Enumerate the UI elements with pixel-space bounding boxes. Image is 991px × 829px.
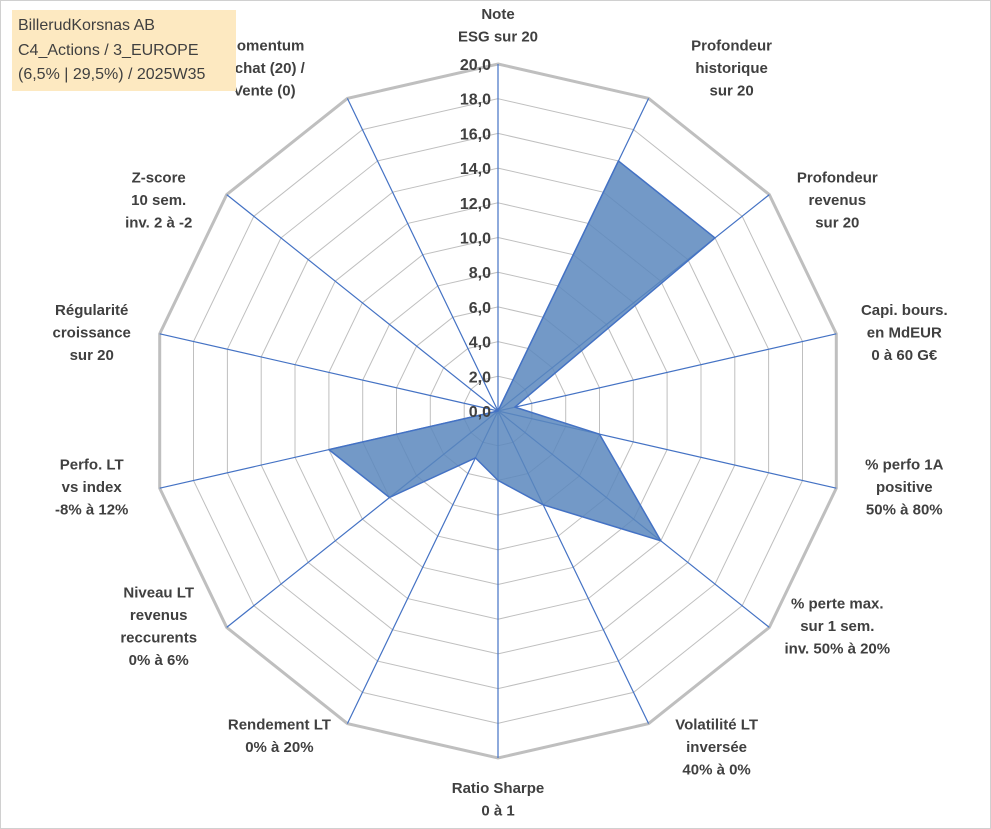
tick-label: 2,0	[469, 369, 491, 386]
tick-label: 16,0	[460, 126, 491, 143]
axis-label-line: en MdEUR	[867, 325, 942, 342]
axis-label-line: 0% à 20%	[245, 739, 313, 756]
tick-label: 18,0	[460, 92, 491, 109]
spoke-line	[346, 98, 499, 412]
axis-label-line: 0 à 60 G€	[871, 347, 938, 364]
axis-label: Ratio Sharpe 0 à 1	[452, 780, 545, 820]
axis-label-line: ESG sur 20	[458, 29, 538, 46]
axis-label: Régularité croissance sur 20	[53, 302, 131, 364]
axis-label-line: inv. 50% à 20%	[784, 641, 890, 658]
axis-label: Capi. bours. en MdEUR 0 à 60 G€	[861, 302, 948, 364]
spoke-line	[497, 333, 837, 412]
axis-label-line: vs index	[62, 479, 123, 496]
axis-label-line: Ratio Sharpe	[452, 780, 545, 797]
axis-label-line: 0 à 1	[481, 803, 514, 820]
axis-label-line: revenus	[130, 607, 188, 624]
tick-label: 20,0	[460, 57, 491, 74]
tick-label: 0,0	[469, 404, 491, 421]
axis-label-line: sur 1 sem.	[800, 618, 874, 635]
radar-tick-labels: 0,0 2,0 4,0 6,0 8,0 10,0 12,0 14,0 16,0 18,0 20,0	[460, 57, 491, 421]
axis-label-line: sur 20	[70, 347, 114, 364]
series-area	[328, 160, 716, 542]
axis-label: Perfo. LT vs index -8% à 12%	[55, 457, 128, 519]
axis-label-line: Z-score	[132, 170, 186, 187]
axis-label-line: Profondeur	[691, 38, 772, 55]
axis-label-line: croissance	[53, 325, 131, 342]
axis-label-line: % perfo 1A	[865, 457, 944, 474]
axis-label: % perte max. sur 1 sem. inv. 50% à 20%	[784, 596, 890, 658]
axis-label-line: reccurents	[120, 629, 197, 646]
axis-label-line: 50% à 80%	[866, 502, 943, 519]
axis-label-line: 10 sem.	[131, 192, 186, 209]
axis-label-line: 40% à 0%	[682, 762, 750, 779]
axis-label: Note ESG sur 20	[458, 6, 538, 46]
axis-label-line: sur 20	[815, 215, 859, 232]
tick-label: 12,0	[460, 196, 491, 213]
spoke-line	[226, 194, 499, 412]
axis-label-line: Niveau LT	[123, 584, 194, 601]
axis-label-line: Achat (20) /	[224, 60, 306, 77]
axis-label-line: historique	[695, 60, 768, 77]
axis-label-line: Profondeur	[797, 170, 878, 187]
axis-label: Rendement LT 0% à 20%	[228, 717, 331, 757]
radar-axis-labels: Note ESG sur 20 Profondeur historique sur 20…	[53, 6, 948, 820]
axis-label-line: sur 20	[709, 83, 753, 100]
axis-label-line: Perfo. LT	[60, 457, 124, 474]
axis-label-line: Capi. bours.	[861, 302, 948, 319]
axis-label-line: positive	[876, 479, 933, 496]
info-box: BillerudKorsnas AB C4_Actions / 3_EUROPE…	[12, 10, 236, 91]
tick-label: 14,0	[460, 161, 491, 178]
axis-label-line: inversée	[686, 739, 747, 756]
axis-label: Profondeur historique sur 20	[691, 38, 772, 100]
axis-label: % perfo 1A positive 50% à 80%	[865, 457, 944, 519]
spoke-line	[159, 333, 499, 412]
axis-label-line: Régularité	[55, 302, 128, 319]
tick-label: 10,0	[460, 231, 491, 248]
axis-label-line: % perte max.	[791, 596, 884, 613]
axis-label: Volatilité LT inversée 40% à 0%	[675, 717, 758, 779]
axis-label-line: Volatilité LT	[675, 717, 758, 734]
axis-label: Niveau LT revenus reccurents 0% à 6%	[120, 584, 197, 669]
info-company-name: BillerudKorsnas AB	[18, 17, 155, 34]
axis-label: Z-score 10 sem. inv. 2 à -2	[125, 170, 192, 232]
axis-label-line: revenus	[809, 192, 867, 209]
axis-label-line: Vente (0)	[233, 83, 296, 100]
radar-series	[328, 160, 716, 542]
tick-label: 4,0	[469, 335, 491, 352]
axis-label-line: Note	[481, 6, 514, 23]
info-stats-week: (6,5% | 29,5%) / 2025W35	[18, 66, 206, 83]
tick-label: 6,0	[469, 300, 491, 317]
axis-label-line: 0% à 6%	[129, 652, 189, 669]
axis-label: Momentum Achat (20) / Vente (0)	[224, 38, 306, 100]
spoke-line	[346, 410, 499, 724]
axis-label-line: inv. 2 à -2	[125, 215, 192, 232]
info-category: C4_Actions / 3_EUROPE	[18, 41, 199, 59]
axis-label: Profondeur revenus sur 20	[797, 170, 878, 232]
axis-label-line: -8% à 12%	[55, 502, 128, 519]
axis-label-line: Momentum	[224, 38, 304, 55]
axis-label-line: Rendement LT	[228, 717, 331, 734]
tick-label: 8,0	[469, 265, 491, 282]
